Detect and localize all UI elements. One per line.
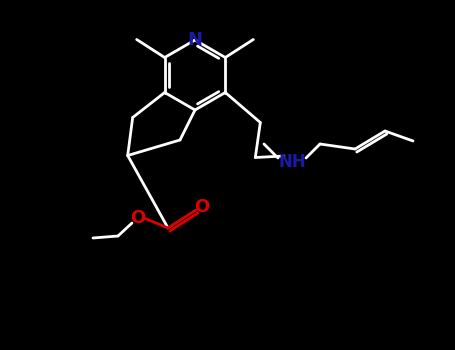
Text: NH: NH xyxy=(278,153,306,171)
Text: O: O xyxy=(194,198,210,216)
Text: N: N xyxy=(187,31,202,49)
Text: O: O xyxy=(131,209,146,227)
